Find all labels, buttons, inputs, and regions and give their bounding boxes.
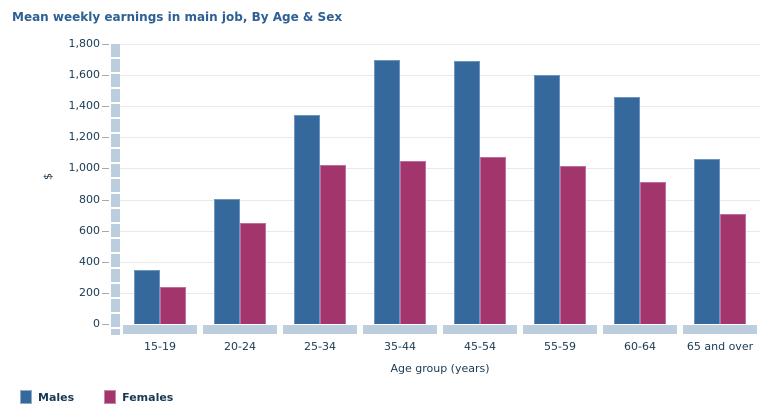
gridline: [120, 168, 760, 170]
legend-item-females: Females: [104, 390, 173, 404]
y-tick-label: 1,600: [68, 68, 101, 82]
bar-males-60-64: [614, 96, 640, 324]
legend: Males Females: [20, 390, 203, 404]
legend-item-males: Males: [20, 390, 74, 404]
x-axis-band-segment: [123, 325, 197, 334]
gridline: [120, 292, 760, 294]
bar-males-65 and over: [694, 159, 720, 324]
plot-area: [120, 44, 760, 324]
gridline: [120, 230, 760, 232]
gridline: [120, 199, 760, 201]
y-tick-label: 800: [79, 192, 100, 206]
bar-cluster-20-24: [200, 44, 280, 324]
x-tick-label: 15-19: [144, 340, 176, 353]
x-axis-band-segment: [523, 325, 597, 334]
bar-cluster-65 and over: [680, 44, 760, 324]
y-tick-label: 1,800: [68, 37, 101, 50]
x-tick-label: 45-54: [464, 340, 496, 353]
bar-cluster-45-54: [440, 44, 520, 324]
legend-label-females: Females: [122, 390, 174, 404]
x-tick-label: 65 and over: [686, 340, 754, 353]
bar-males-45-54: [454, 61, 480, 324]
bar-cluster-15-19: [120, 44, 200, 324]
bar-males-15-19: [134, 270, 160, 324]
chart-title: Mean weekly earnings in main job, By Age…: [12, 10, 343, 24]
y-tick-mark: [102, 199, 109, 201]
x-tick-label: 35-44: [384, 340, 416, 353]
y-axis-band: [111, 44, 120, 335]
x-tick-label: 60-64: [624, 340, 656, 353]
x-axis-band-segment: [683, 325, 757, 334]
x-axis-tick-labels: 15-19 20-24 25-34 35-44 45-54 55-59 60-64 65 an…: [120, 340, 760, 353]
bar-females-65 and over: [720, 214, 746, 324]
y-tick-mark: [102, 168, 109, 170]
y-tick-mark: [102, 261, 109, 263]
x-tick-label: 25-34: [304, 340, 336, 353]
y-axis-tick-labels: 0 200 400 600 800 1,000 1,200 1,400 1,600 1,800: [0, 38, 101, 330]
x-axis-band-segment: [283, 325, 357, 334]
bar-females-15-19: [160, 286, 186, 324]
y-tick-mark: [102, 75, 109, 77]
gridline: [120, 44, 760, 45]
bar-males-20-24: [214, 198, 240, 324]
bar-females-20-24: [240, 222, 266, 324]
y-tick-label: 600: [79, 223, 100, 237]
y-tick-mark: [102, 44, 109, 45]
y-tick-label: 0: [93, 317, 100, 330]
gridline: [120, 137, 760, 139]
x-axis-band-segment: [363, 325, 437, 334]
bar-males-35-44: [374, 60, 400, 324]
males-swatch-icon: [20, 390, 32, 404]
bar-cluster-55-59: [520, 44, 600, 324]
x-axis-title: Age group (years): [390, 362, 490, 375]
y-tick-label: 200: [79, 285, 100, 299]
gridline: [120, 75, 760, 77]
y-tick-mark: [102, 106, 109, 108]
bar-females-60-64: [640, 181, 666, 324]
bar-cluster-60-64: [600, 44, 680, 324]
y-tick-label: 400: [79, 254, 100, 268]
x-tick-label: 20-24: [224, 340, 256, 353]
y-tick-label: 1,000: [68, 161, 101, 175]
x-axis-band-segment: [603, 325, 677, 334]
bar-females-25-34: [320, 165, 346, 324]
bar-females-35-44: [400, 160, 426, 324]
y-tick-mark: [102, 137, 109, 139]
x-tick-label: 55-59: [544, 340, 576, 353]
gridline: [120, 106, 760, 108]
x-axis-band-segment: [443, 325, 517, 334]
y-tick-mark: [102, 230, 109, 232]
x-axis-band-segment: [203, 325, 277, 334]
females-swatch-icon: [104, 390, 117, 404]
y-tick-label: 1,400: [68, 99, 101, 113]
bar-males-25-34: [294, 114, 320, 324]
x-axis-band: [120, 325, 760, 334]
bar-clusters: [120, 44, 760, 324]
gridline: [120, 261, 760, 263]
bar-males-55-59: [534, 75, 560, 324]
bar-females-45-54: [480, 156, 506, 324]
y-tick-mark: [102, 292, 109, 294]
bar-cluster-35-44: [360, 44, 440, 324]
y-tick-label: 1,200: [68, 130, 101, 144]
legend-label-males: Males: [38, 390, 75, 404]
bar-females-55-59: [560, 166, 586, 324]
y-tick-mark: [102, 324, 109, 325]
bar-cluster-25-34: [280, 44, 360, 324]
